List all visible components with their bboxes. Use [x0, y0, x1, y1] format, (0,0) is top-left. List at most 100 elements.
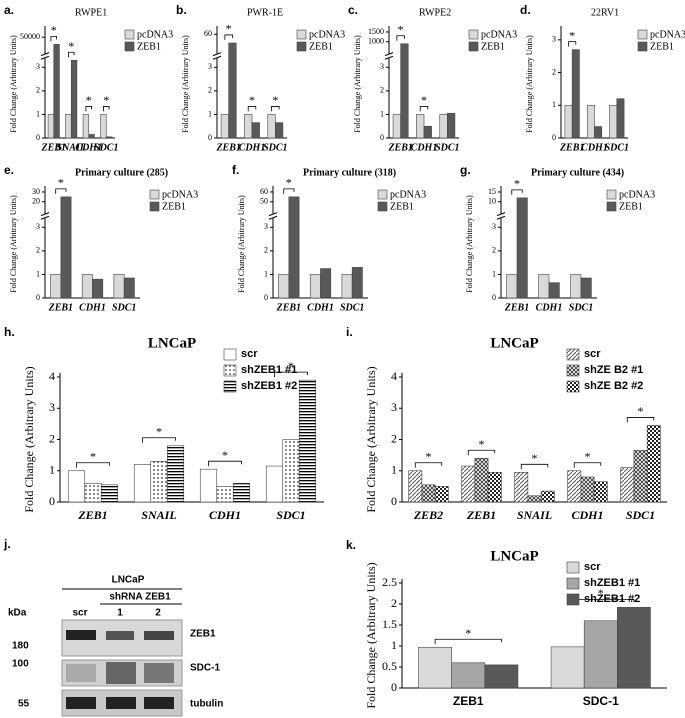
bar [439, 114, 448, 139]
y-tick-label: 1 [49, 463, 55, 477]
bar [216, 486, 234, 503]
chart-panel: g. Primary culture (434) Fold Change (Arbi… [460, 163, 655, 313]
legend-label: scr [241, 348, 258, 360]
axis-break [212, 52, 222, 57]
legend-swatch [296, 29, 307, 40]
y-tick-label: 2 [391, 431, 397, 445]
axis-break [40, 212, 50, 217]
legend-label: ZEB1 [481, 41, 505, 52]
y-tick-label: 60 [260, 187, 268, 196]
legend-label: shZE B2 #1 [584, 364, 643, 376]
panel-label: i. [346, 325, 353, 339]
significance-bracket [434, 638, 502, 645]
y-tick-label: 0 [380, 133, 384, 142]
bar [288, 196, 300, 299]
bar [484, 664, 519, 689]
significance-mark: * [398, 22, 404, 36]
y-axis-label: Fold Change (Arbitrary Units) [364, 562, 378, 708]
bar [527, 495, 542, 503]
legend-swatch [566, 380, 580, 393]
unit-label: kDa [8, 608, 27, 619]
legend-label: ZEB1 [137, 41, 161, 52]
panel-label: c. [348, 3, 358, 17]
significance-bracket [247, 106, 257, 112]
significance-mark: * [286, 176, 292, 190]
bar [251, 122, 260, 139]
chart-panel: h. LNCaP Fold Change (Arbitrary Units) 0 1 2 3… [4, 325, 324, 522]
lane-label: scr [72, 608, 87, 619]
legend-swatch [566, 348, 580, 361]
y-tick-label: 15 [488, 187, 496, 196]
bar [421, 484, 436, 503]
legend-label: shZE B2 #2 [584, 380, 643, 392]
bar [550, 646, 585, 689]
x-tick-label: ZEB2 [413, 508, 443, 522]
bar [150, 461, 168, 503]
y-tick-label: 20 [32, 197, 40, 206]
y-tick-label: 3 [492, 222, 496, 231]
x-tick-label: SNAIL [57, 142, 86, 153]
legend-swatch [468, 41, 479, 52]
legend-swatch [223, 380, 237, 393]
bar [516, 197, 528, 299]
significance-bracket [271, 106, 280, 112]
y-tick-label: 4 [391, 369, 397, 383]
legend-swatch [468, 29, 479, 40]
legend-swatch [637, 29, 648, 40]
legend-label: ZEB1 [390, 201, 414, 212]
bar [232, 482, 251, 503]
axis-break [213, 53, 221, 59]
bar [392, 114, 401, 139]
y-tick-label: 10 [488, 197, 496, 206]
bar [100, 114, 107, 139]
bar [65, 114, 72, 139]
bar [567, 470, 582, 503]
bar [570, 274, 582, 299]
legend-label: shZEB1 #2 [584, 593, 640, 605]
panel-label: k. [346, 538, 356, 552]
band [106, 697, 136, 709]
axis-break [41, 53, 49, 59]
x-tick-label: SDC1 [263, 142, 287, 153]
significance-mark: * [68, 39, 74, 53]
chart-title: PWR-1E [247, 7, 283, 18]
x-tick-label: SDC1 [435, 142, 459, 153]
band [66, 697, 96, 709]
x-tick-label: ZEB1 [276, 302, 301, 313]
bar [416, 114, 425, 139]
y-axis-label: Fold Change (Arbitrary Units) [22, 366, 36, 512]
y-axis-label: Fold Change (Arbitrary Units) [364, 366, 378, 512]
y-tick-label: 0 [391, 680, 397, 694]
legend-swatch [377, 189, 388, 200]
y-axis-label: Fold Change (Arbitrary Units) [525, 35, 534, 133]
bar [84, 482, 102, 503]
bar [418, 646, 452, 689]
bar [267, 114, 276, 139]
legend-swatch [377, 201, 388, 212]
x-tick-label: CDH1 [571, 508, 603, 522]
x-tick-label: ZEB1 [215, 142, 240, 153]
chart-panel: b. PWR-1E Fold Change (Arbitrary Units) 0 1 2… [176, 3, 345, 153]
legend-label: pcDNA3 [390, 189, 426, 200]
significance-bracket [55, 188, 67, 194]
bar [47, 114, 55, 139]
y-tick-label: 4 [49, 369, 55, 383]
bar [423, 125, 432, 139]
legend-swatch [296, 41, 307, 52]
significance-bracket [283, 188, 295, 194]
significance-bracket [76, 462, 110, 468]
panel-label: d. [520, 3, 531, 17]
x-tick-label: CDH1 [411, 142, 438, 153]
y-tick-label: 2 [264, 246, 268, 255]
chart-title: Primary culture (434) [531, 167, 624, 178]
y-axis-label: Fold Change (Arbitrary Units) [353, 35, 362, 133]
bar [228, 42, 237, 139]
chart-title: RWPE1 [75, 7, 107, 18]
x-tick-label: CDH1 [75, 142, 102, 153]
lane-label: 2 [155, 608, 161, 619]
legend-label: scr [584, 561, 601, 573]
y-tick-label: 1 [391, 638, 397, 652]
x-tick-label: ZEB1 [48, 302, 73, 313]
bar [538, 274, 550, 299]
y-tick-label: 1 [552, 100, 556, 109]
